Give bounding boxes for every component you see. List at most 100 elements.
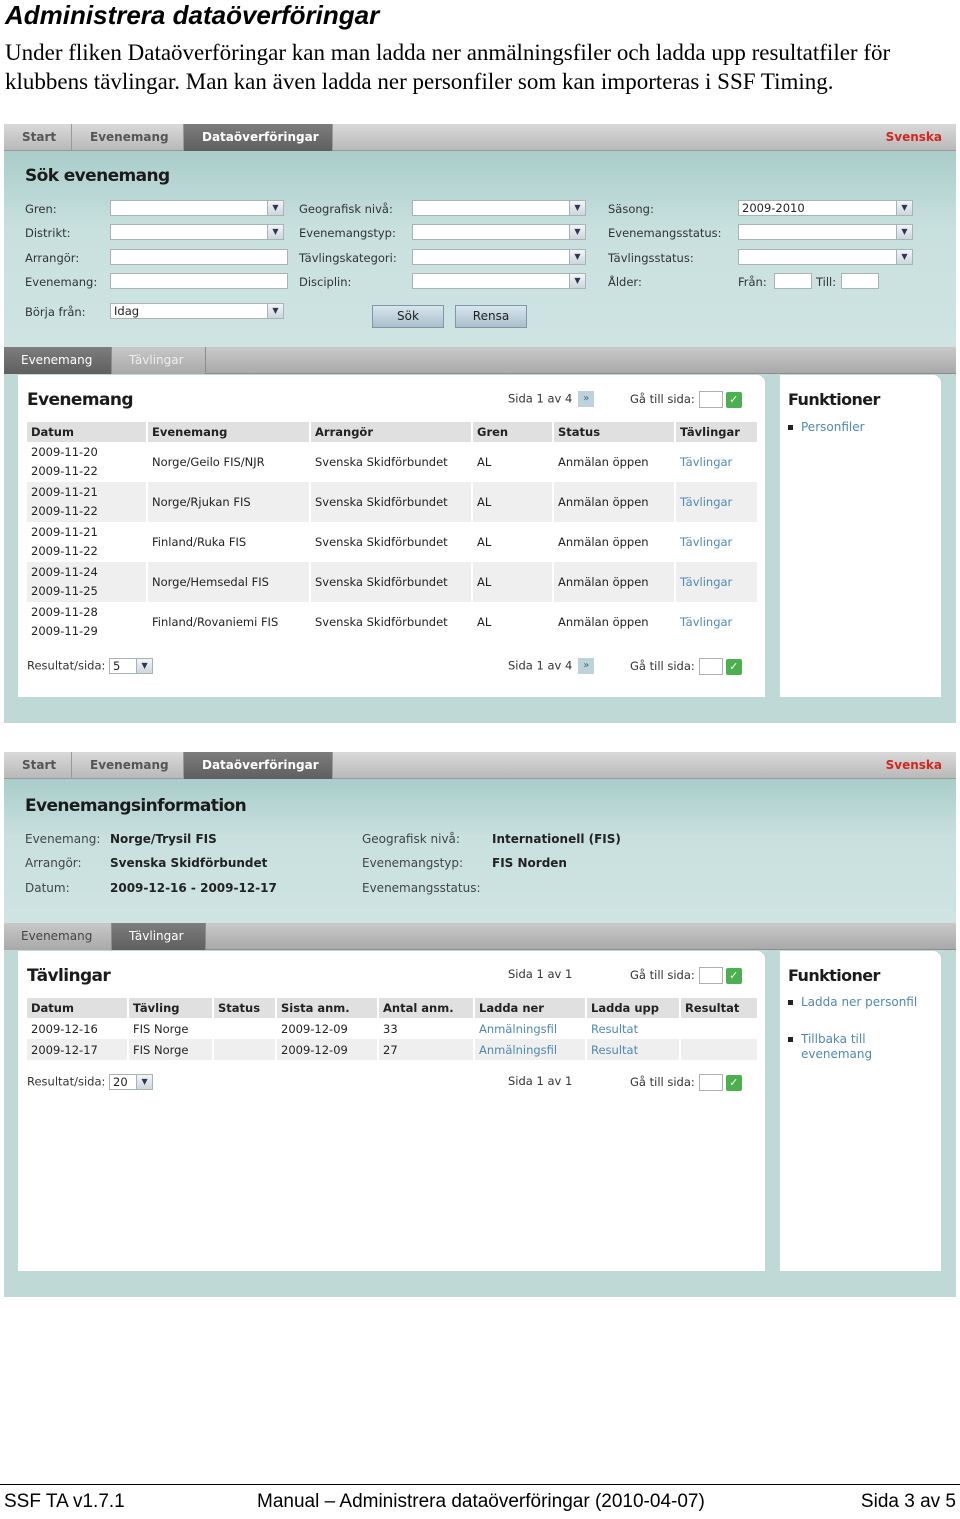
cell-tavlingar-link[interactable]: Tävlingar (676, 482, 759, 522)
anmalningsfil-link[interactable]: Anmälningsfil (479, 1042, 558, 1057)
per-page-select[interactable]: 20 ▼ (109, 1074, 154, 1090)
col-antal-anm: Antal anm. (379, 998, 475, 1018)
language-link[interactable]: Svenska (885, 130, 942, 144)
screenshot-event-info: Start Evenemang Dataöverföringar Svenska… (4, 752, 956, 1297)
disciplin-label: Disciplin: (299, 275, 352, 289)
resultat-upload-link[interactable]: Resultat (591, 1021, 639, 1036)
col-gren: Gren (473, 422, 554, 442)
kategori-select[interactable]: ▼ (412, 249, 586, 265)
footer-center: Manual – Administrera dataöverföringar (… (257, 1491, 705, 1512)
borja-select[interactable]: Idag ▼ (110, 303, 284, 319)
resultat-upload-link[interactable]: Resultat (591, 1042, 639, 1057)
info-evtyp-label: Evenemangstyp: (362, 856, 464, 870)
cell-evenemang: Finland/Rovaniemi FIS (148, 602, 311, 642)
checkmark-icon[interactable]: ✓ (725, 1074, 742, 1091)
sasong-select[interactable]: 2009-2010 ▼ (738, 200, 913, 216)
search-button[interactable]: Sök (372, 305, 444, 328)
goto-page-top: Gå till sida: ✓ (630, 967, 742, 984)
chevron-down-icon: ▼ (569, 250, 585, 264)
next-page-icon[interactable]: » (578, 658, 595, 674)
tavlingar-link[interactable]: Tävlingar (680, 575, 733, 589)
date-start: 2009-11-21 (31, 485, 98, 499)
per-page-competitions: Resultat/sida: 20 ▼ (27, 1074, 154, 1090)
function-ladda-ner-personfil[interactable]: Ladda ner personfil (788, 995, 931, 1010)
cell-status: Anmälan öppen (554, 522, 676, 562)
col-ladda-upp: Ladda upp (587, 998, 681, 1018)
goto-page-input[interactable] (698, 391, 723, 408)
table-row: 2009-11-24 2009-11-25 Norge/Hemsedal FIS Sv… (27, 562, 759, 602)
cell-ladda-upp[interactable]: Resultat (587, 1018, 681, 1039)
footer-divider (0, 1484, 960, 1485)
disciplin-select[interactable]: ▼ (412, 273, 586, 289)
nav-tab-start[interactable]: Start (4, 124, 72, 151)
evtyp-select[interactable]: ▼ (412, 224, 586, 240)
anmalningsfil-link[interactable]: Anmälningsfil (479, 1021, 558, 1036)
cell-tavlingar-link[interactable]: Tävlingar (676, 602, 759, 642)
tavlingar-link[interactable]: Tävlingar (680, 615, 733, 629)
alder-fran-input[interactable] (774, 273, 812, 289)
tavlingar-link[interactable]: Tävlingar (680, 535, 733, 549)
events-panel: Evenemang Sida 1 av 4 » Gå till sida: ✓ Da… (18, 375, 765, 697)
cell-gren: AL (473, 562, 554, 602)
cell-ladda-upp[interactable]: Resultat (587, 1039, 681, 1060)
cell-datum: 2009-11-24 2009-11-25 (27, 562, 148, 602)
info-geo-value: Internationell (FIS) (492, 832, 621, 846)
cell-evenemang: Finland/Ruka FIS (148, 522, 311, 562)
language-link[interactable]: Svenska (885, 758, 942, 772)
arrangor-input[interactable] (110, 249, 288, 265)
evtyp-label: Evenemangstyp: (299, 226, 396, 240)
cell-tavlingar-link[interactable]: Tävlingar (676, 442, 759, 482)
cell-ladda-ner[interactable]: Anmälningsfil (475, 1018, 587, 1039)
evstatus-select[interactable]: ▼ (738, 224, 913, 240)
checkmark-icon[interactable]: ✓ (725, 658, 742, 675)
per-page-select[interactable]: 5 ▼ (109, 658, 154, 674)
table-row: 2009-11-20 2009-11-22 Norge/Geilo FIS/NJR S… (27, 442, 759, 482)
search-heading: Sök evenemang (25, 166, 170, 186)
distrikt-select[interactable]: ▼ (110, 224, 284, 240)
cell-tavlingar-link[interactable]: Tävlingar (676, 562, 759, 602)
function-label: Tillbaka till evenemang (801, 1032, 873, 1061)
tavstatus-select[interactable]: ▼ (738, 249, 913, 265)
function-personfiler[interactable]: Personfiler (788, 420, 931, 435)
checkmark-icon[interactable]: ✓ (725, 391, 742, 408)
cell-tavlingar-link[interactable]: Tävlingar (676, 522, 759, 562)
col-tavling: Tävling (129, 998, 214, 1018)
tab-evenemang[interactable]: Evenemang (4, 923, 112, 950)
goto-page-input[interactable] (698, 1074, 723, 1091)
chevron-down-icon: ▼ (569, 274, 585, 288)
chevron-down-icon: ▼ (136, 659, 153, 673)
tab-tavlingar[interactable]: Tävlingar (112, 923, 206, 950)
goto-page-input[interactable] (698, 967, 723, 984)
nav-tab-evenemang[interactable]: Evenemang (72, 124, 184, 151)
next-page-icon[interactable]: » (578, 391, 595, 407)
events-pager-top: Sida 1 av 4 » (508, 391, 595, 407)
gren-select[interactable]: ▼ (110, 200, 284, 216)
tavlingar-link[interactable]: Tävlingar (680, 455, 733, 469)
clear-button[interactable]: Rensa (455, 305, 527, 328)
geo-select[interactable]: ▼ (412, 200, 586, 216)
goto-label: Gå till sida: (630, 968, 695, 982)
borja-value: Idag (114, 304, 140, 318)
goto-page-bottom: Gå till sida: ✓ (630, 1074, 742, 1091)
distrikt-label: Distrikt: (25, 226, 71, 240)
nav-tab-dataoverforingar[interactable]: Dataöverföringar (184, 752, 333, 779)
competitions-pager-bottom: Sida 1 av 1 (508, 1074, 573, 1088)
goto-page-input[interactable] (698, 658, 723, 675)
tab-tavlingar[interactable]: Tävlingar (112, 347, 206, 374)
tavlingar-link[interactable]: Tävlingar (680, 495, 733, 509)
date-start: 2009-11-24 (31, 565, 98, 579)
bullet-icon (788, 425, 793, 430)
tab-evenemang[interactable]: Evenemang (4, 347, 112, 374)
nav-tab-dataoverforingar[interactable]: Dataöverföringar (184, 124, 333, 151)
cell-arrangor: Svenska Skidförbundet (311, 442, 473, 482)
checkmark-icon[interactable]: ✓ (725, 967, 742, 984)
alder-till-input[interactable] (841, 273, 879, 289)
evenemang-input[interactable] (110, 273, 288, 289)
nav-tab-start[interactable]: Start (4, 752, 72, 779)
cell-ladda-ner[interactable]: Anmälningsfil (475, 1039, 587, 1060)
cell-datum: 2009-11-21 2009-11-22 (27, 522, 148, 562)
nav-tab-evenemang[interactable]: Evenemang (72, 752, 184, 779)
cell-gren: AL (473, 442, 554, 482)
function-tillbaka[interactable]: Tillbaka till evenemang (788, 1032, 901, 1062)
cell-sista-anm: 2009-12-09 (277, 1039, 379, 1060)
